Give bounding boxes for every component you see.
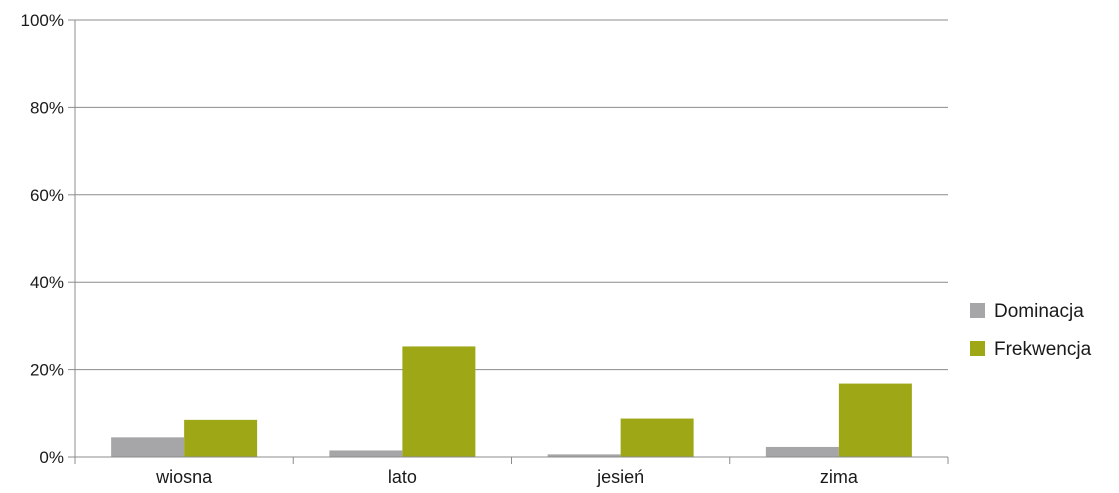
x-tick-label: lato xyxy=(388,467,417,487)
bar-dominacja-3 xyxy=(765,446,839,457)
x-tick-labels: wiosna lato jesień zima xyxy=(155,467,859,487)
y-tick-label: 80% xyxy=(30,98,64,117)
legend-label: Dominacja xyxy=(994,301,1084,322)
y-tick-label: 100% xyxy=(21,11,64,30)
y-tick-labels: 0% 20% 40% 60% 80% 100% xyxy=(21,11,64,467)
legend-swatch xyxy=(970,303,985,318)
legend: Dominacja Frekwencja xyxy=(970,301,1092,360)
legend-label: Frekwencja xyxy=(994,339,1092,360)
x-tick-label: wiosna xyxy=(155,467,213,487)
x-tick-label: jesień xyxy=(596,467,644,487)
legend-swatch xyxy=(970,341,985,356)
bar-dominacja-2 xyxy=(547,454,621,457)
bar-frekwencja-1 xyxy=(402,346,476,457)
y-tick-label: 20% xyxy=(30,361,64,380)
x-tick-label: zima xyxy=(820,467,859,487)
bar-dominacja-0 xyxy=(111,437,185,457)
bar-dominacja-1 xyxy=(329,450,403,457)
bar-frekwencja-2 xyxy=(620,418,694,457)
axes xyxy=(68,19,949,464)
gridlines xyxy=(75,19,948,371)
bars xyxy=(111,346,912,457)
bar-frekwencja-3 xyxy=(838,383,912,457)
y-tick-label: 60% xyxy=(30,186,64,205)
bar-frekwencja-0 xyxy=(184,419,258,457)
y-tick-label: 40% xyxy=(30,273,64,292)
y-tick-label: 0% xyxy=(39,448,64,467)
